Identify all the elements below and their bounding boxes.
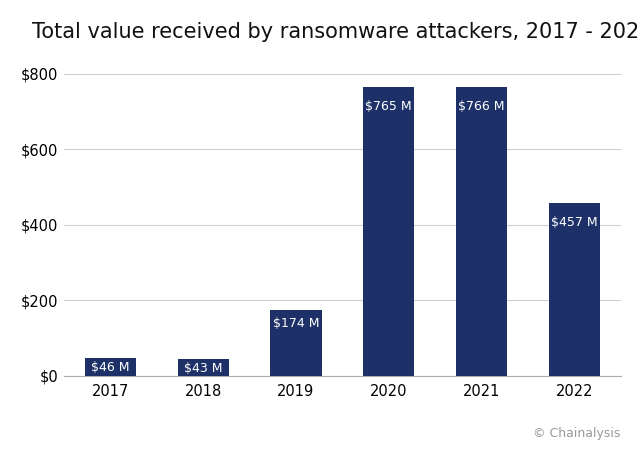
Bar	[271, 310, 321, 376]
Bar	[85, 358, 136, 376]
Text: $766 M: $766 M	[458, 100, 505, 113]
Text: $174 M: $174 M	[273, 317, 319, 331]
Text: $457 M: $457 M	[551, 216, 598, 229]
Title: Total value received by ransomware attackers, 2017 - 2022: Total value received by ransomware attac…	[32, 22, 640, 42]
Bar	[364, 87, 414, 376]
Text: $46 M: $46 M	[91, 361, 130, 374]
Bar	[549, 203, 600, 376]
Text: $43 M: $43 M	[184, 362, 223, 376]
Text: © Chainalysis: © Chainalysis	[533, 427, 621, 440]
Bar	[178, 360, 228, 376]
Bar	[456, 87, 507, 376]
Text: $765 M: $765 M	[365, 100, 412, 113]
